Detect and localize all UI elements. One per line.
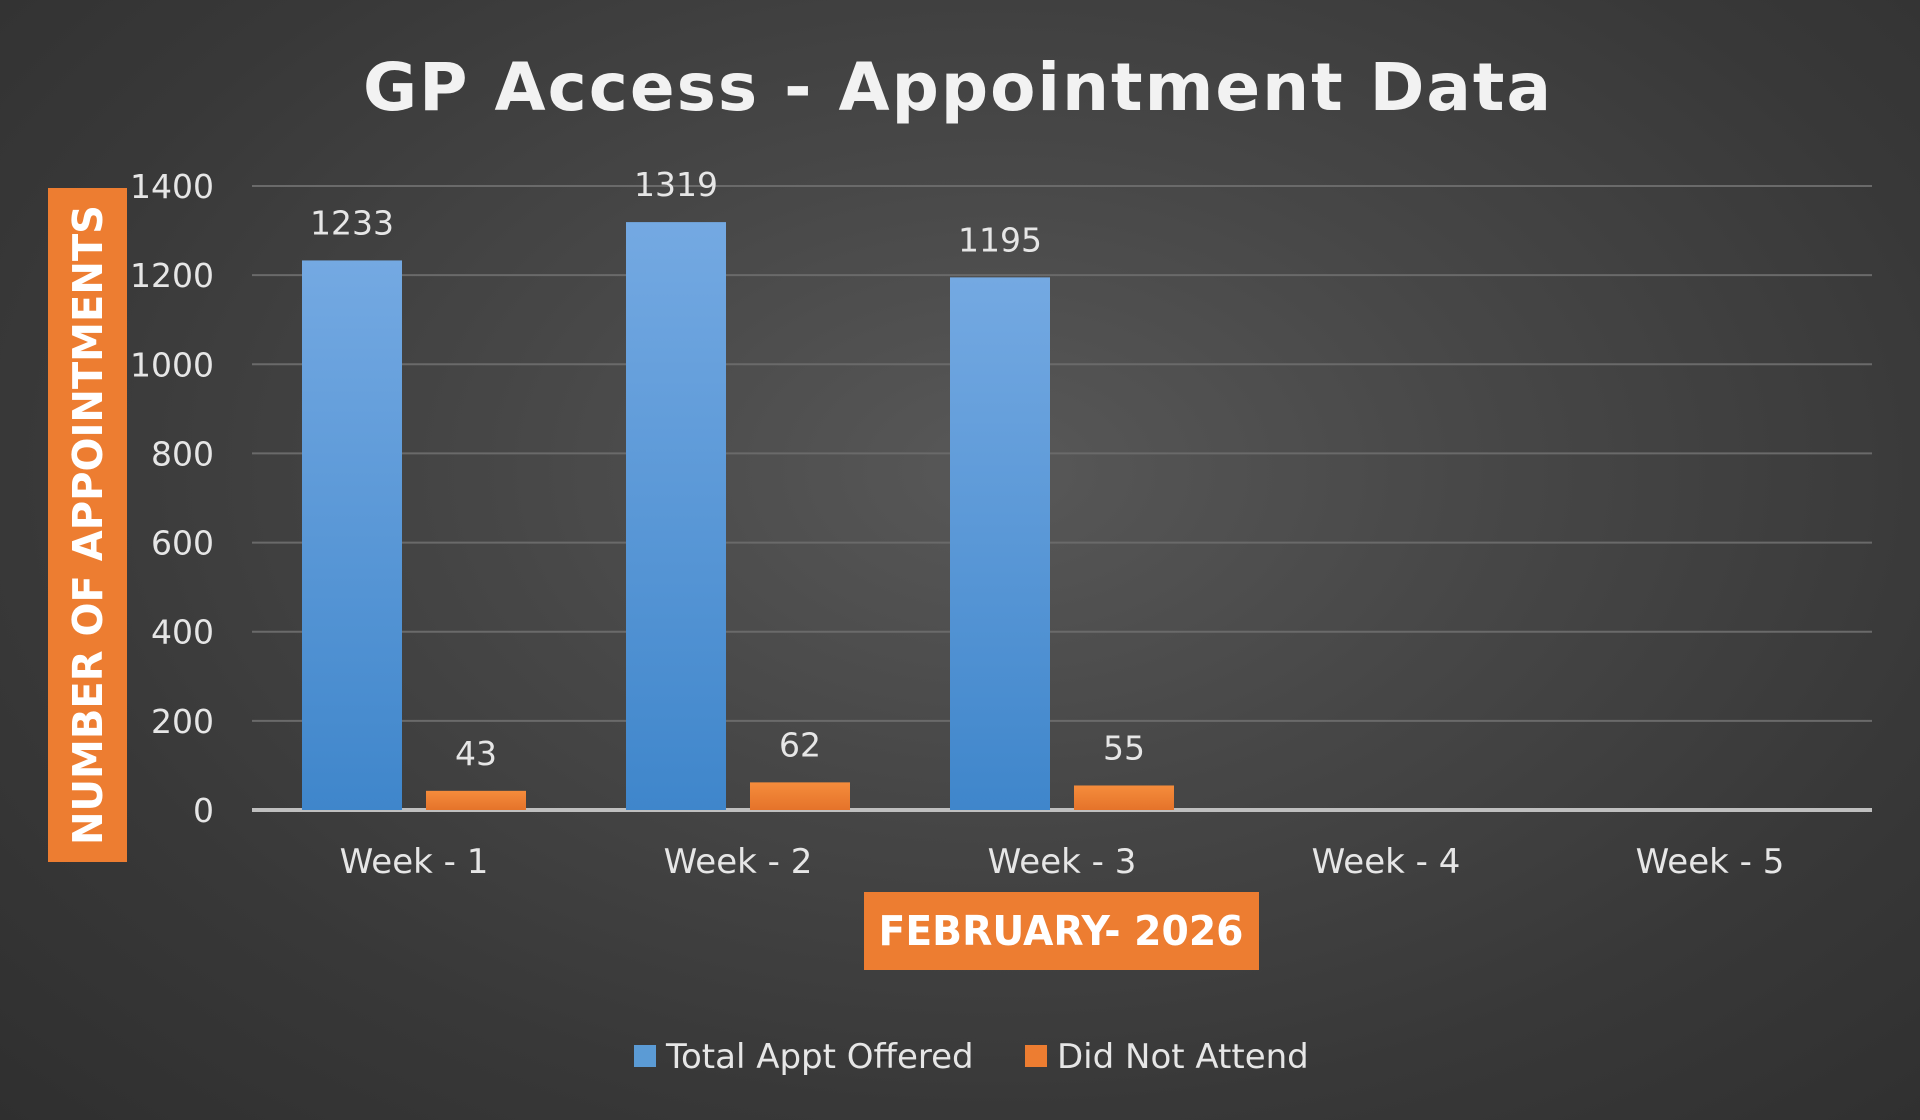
legend-label-total-appt-offered: Total Appt Offered <box>665 1037 974 1077</box>
y-axis-title-background <box>48 188 127 862</box>
x-axis-title-background <box>864 892 1259 970</box>
y-tick-label: 200 <box>151 702 214 741</box>
x-tick-label: Week - 1 <box>340 842 489 882</box>
legend: Total Appt Offered Did Not Attend <box>634 1037 1309 1077</box>
y-axis-title-text: NUMBER OF APPOINTMENTS <box>64 205 112 845</box>
bar-total-appt-offered-week-1 <box>302 260 402 810</box>
x-tick-label: Week - 3 <box>988 842 1137 882</box>
bar-did-not-attend-week-2 <box>750 782 850 810</box>
data-label-did-not-attend-week-1: 43 <box>455 734 497 773</box>
legend-label-did-not-attend: Did Not Attend <box>1057 1037 1309 1077</box>
y-tick-label: 0 <box>193 791 214 830</box>
y-axis-ticks: 0 200 400 600 800 1000 1200 1400 <box>130 167 214 830</box>
bars <box>302 222 1174 811</box>
legend-swatch-did-not-attend <box>1025 1045 1047 1067</box>
y-tick-label: 1000 <box>130 345 214 384</box>
x-axis-ticks: Week - 1 Week - 2 Week - 3 Week - 4 Week - 5 <box>340 842 1785 882</box>
data-label-total-appt-offered-week-3: 1195 <box>958 220 1042 259</box>
chart-title: GP Access - Appointment Data <box>363 49 1553 126</box>
y-tick-label: 800 <box>151 434 214 473</box>
y-tick-label: 400 <box>151 613 214 652</box>
data-labels: 1233 43 1319 62 1195 55 <box>310 165 1145 773</box>
y-tick-label: 1400 <box>130 167 214 206</box>
x-axis-title-text: FEBRUARY- 2026 <box>879 907 1244 955</box>
bar-total-appt-offered-week-2 <box>626 222 726 811</box>
bar-did-not-attend-week-1 <box>426 790 526 810</box>
bar-did-not-attend-week-3 <box>1074 785 1174 810</box>
legend-swatch-total-appt-offered <box>634 1045 656 1067</box>
x-tick-label: Week - 4 <box>1312 842 1461 882</box>
x-tick-label: Week - 2 <box>664 842 813 882</box>
data-label-did-not-attend-week-3: 55 <box>1103 728 1145 767</box>
data-label-did-not-attend-week-2: 62 <box>779 725 821 764</box>
gridlines <box>252 185 1872 812</box>
data-label-total-appt-offered-week-1: 1233 <box>310 203 394 242</box>
data-label-total-appt-offered-week-2: 1319 <box>634 165 718 204</box>
x-tick-label: Week - 5 <box>1636 842 1785 882</box>
y-tick-label: 1200 <box>130 256 214 295</box>
y-tick-label: 600 <box>151 524 214 563</box>
y-axis-title: NUMBER OF APPOINTMENTS <box>48 188 127 862</box>
bar-total-appt-offered-week-3 <box>950 277 1050 810</box>
x-axis-title: FEBRUARY- 2026 <box>864 892 1259 970</box>
